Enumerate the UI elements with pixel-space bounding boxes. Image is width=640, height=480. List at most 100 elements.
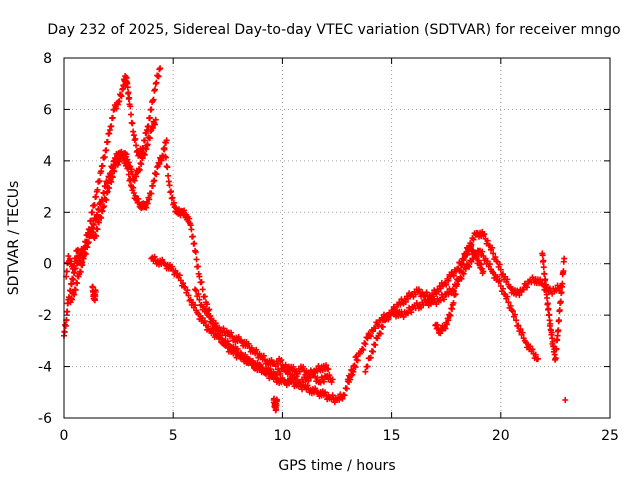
data-point [507,302,514,309]
data-point [379,317,386,324]
data-point [415,286,422,293]
data-point [300,363,307,370]
data-point [132,135,139,142]
data-point [71,291,78,298]
data-point [212,320,219,327]
data-point [146,196,153,203]
data-point [77,254,84,261]
data-point [127,111,134,118]
data-point [325,366,332,373]
grid [64,58,610,418]
data-point [452,291,459,298]
data-point [202,305,209,312]
data-point [455,275,462,282]
data-point [293,373,300,380]
data-point [556,317,563,324]
data-point [370,348,377,355]
data-point [540,257,547,264]
data-point [285,367,292,374]
data-point [146,135,153,142]
data-point [559,280,566,287]
data-point [237,350,244,357]
data-point [349,367,356,374]
data-point [534,355,541,362]
data-point [127,103,134,110]
data-point [139,155,146,162]
data-point [253,346,260,353]
data-point [508,307,515,313]
data-point [268,357,275,364]
data-point [234,345,241,352]
data-point [509,308,516,315]
data-point [168,188,175,195]
data-point [359,346,366,352]
data-point [441,296,448,303]
data-point [116,98,123,105]
data-point [443,321,450,328]
data-point [72,286,79,293]
series-track-d [148,253,332,380]
data-point [435,288,442,295]
data-point [69,296,76,303]
data-point [350,368,357,375]
data-point [155,73,162,80]
y-tick-label: 4 [43,154,52,170]
y-tick-label: -6 [38,411,52,427]
data-point [165,172,172,179]
data-point [194,263,201,270]
data-markers [61,65,569,414]
data-point [496,277,503,284]
data-point [99,162,106,169]
data-point [529,346,536,353]
data-point [172,267,179,274]
data-point [540,264,547,271]
data-point [98,214,105,221]
data-point [466,263,473,270]
data-point [539,252,546,259]
data-point [513,317,520,324]
series-track-c [63,116,159,280]
data-point [157,65,164,72]
data-point [442,325,449,332]
data-point [169,263,176,270]
data-point [516,292,523,299]
data-point [460,270,467,277]
data-point [511,311,518,318]
data-point [63,268,70,275]
data-point [278,357,285,364]
data-point [103,196,110,203]
data-point [180,280,187,287]
data-point [192,286,199,293]
data-point [133,142,140,149]
data-point [74,280,81,287]
data-point [347,373,354,380]
y-axis-label: SDTVAR / TECUs [6,181,22,296]
data-point [437,285,444,292]
data-point [153,79,160,86]
data-point [61,329,68,336]
data-point [188,226,195,233]
data-point [193,287,200,294]
data-point [479,248,486,255]
data-point [497,266,504,273]
data-point [93,232,100,239]
data-point [556,307,563,313]
data-point [489,244,496,251]
data-point [443,281,450,288]
data-point [397,301,404,308]
data-point [81,251,88,258]
data-point [160,153,167,160]
data-point [156,161,163,168]
y-tick-label: 0 [43,257,52,273]
data-point [131,177,138,184]
data-point [89,209,96,216]
y-tick-label: 8 [43,51,52,67]
axis-ticks: 0 5 10 15 20 25 -6 -4 -2 0 2 4 6 8 [38,51,619,444]
data-point [323,362,330,369]
data-point [480,268,487,275]
data-point [164,164,171,171]
data-point [144,141,151,148]
data-point [457,267,464,274]
data-point [64,308,71,315]
